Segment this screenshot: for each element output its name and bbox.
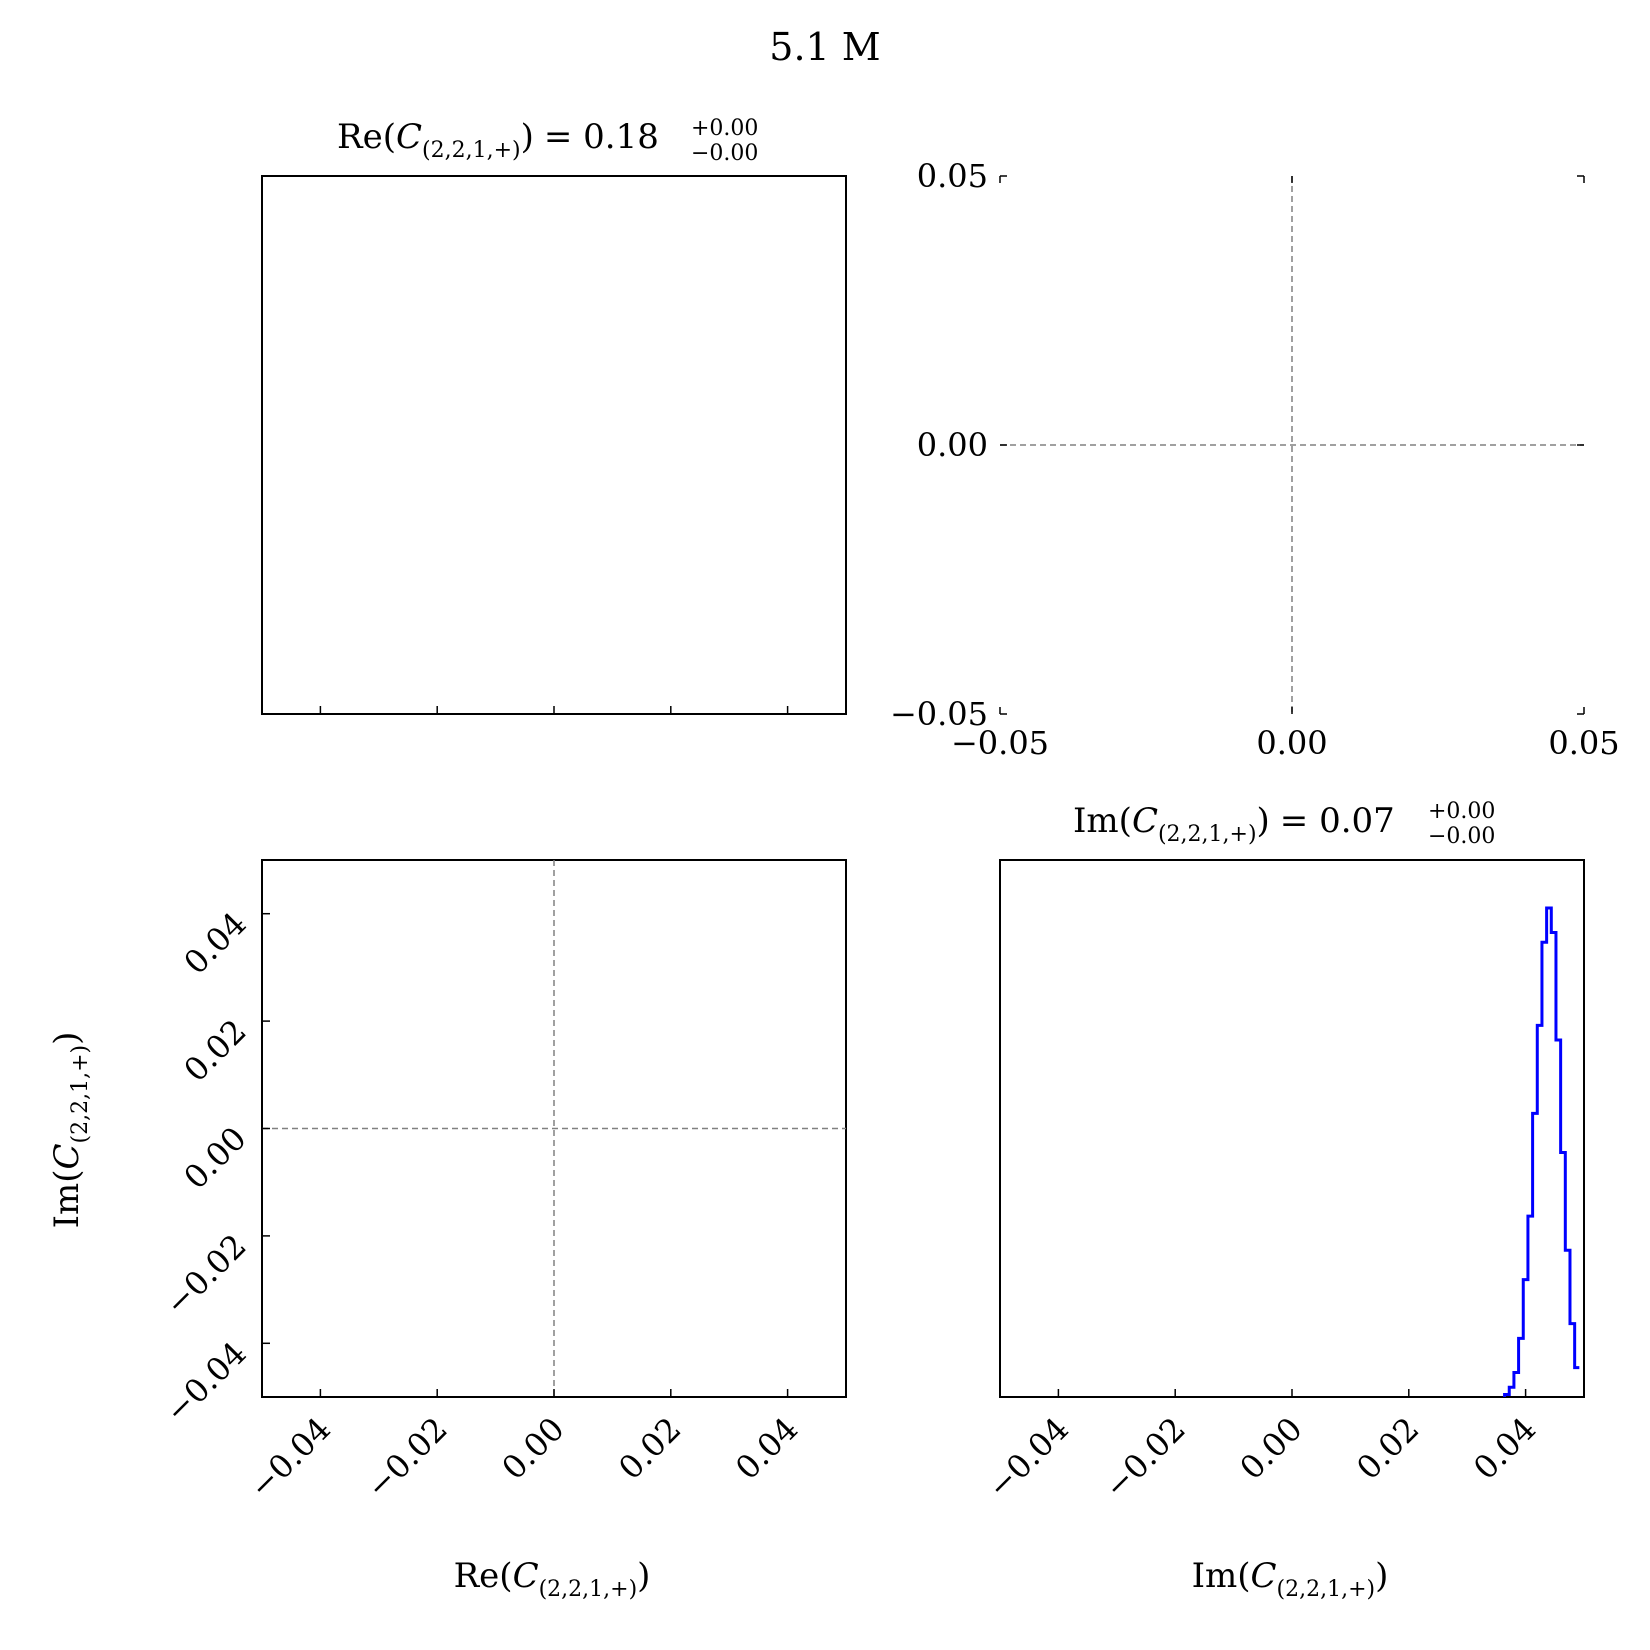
y-tick-label: 0.05: [917, 157, 988, 195]
panel-re-im-scatter: −0.04 −0.02 0.00 0.02 0.04−0.04−0.020.000.02…: [157, 859, 847, 1506]
im-title-sub: −0.00: [1428, 824, 1495, 849]
x-tick-label: 0.02: [611, 1410, 688, 1487]
x-tick-label: 0.00: [494, 1410, 571, 1487]
y-axis-label-im: Im(C(2,2,1,+)): [47, 1032, 93, 1229]
y-tick-label: −0.02: [157, 1227, 253, 1323]
re-title-prefix: Re(: [337, 117, 396, 157]
re-panel-title: Re(C(2,2,1,+)) = 0.18: [337, 117, 659, 163]
x-tick-label: −0.04: [242, 1410, 338, 1506]
y-tick-label: −0.04: [157, 1334, 253, 1430]
axes-frame: [261, 175, 847, 715]
re-title-sup: +0.00: [691, 116, 758, 141]
re-title-subscript: (2,2,1,+): [422, 138, 521, 163]
axes-frame: [999, 859, 1585, 1398]
panel-re-histogram: [261, 175, 847, 715]
y-tick-label: 0.02: [176, 1012, 253, 1089]
x-tick-label: 0.05: [1548, 724, 1619, 762]
y-tick-label: −0.05: [890, 695, 988, 733]
re-title-symbol: C: [396, 117, 422, 157]
im-title-equals: = 0.07: [1280, 801, 1395, 841]
re-title-suffix: ): [521, 117, 534, 157]
im-title-sup: +0.00: [1428, 799, 1495, 824]
im-title-prefix: Im(: [1073, 801, 1132, 841]
im-title-subscript: (2,2,1,+): [1158, 822, 1257, 847]
im-panel-title: Im(C(2,2,1,+)) = 0.07: [1073, 801, 1395, 847]
x-axis-label-im: Im(C(2,2,1,+)): [1192, 1556, 1389, 1602]
x-tick-label: −0.02: [1097, 1410, 1193, 1506]
x-tick-label: −0.05: [951, 724, 1049, 762]
x-tick-label: −0.04: [980, 1410, 1076, 1506]
figure-suptitle: 5.1 M: [769, 25, 880, 69]
x-axis-label-re: Re(C(2,2,1,+)): [454, 1556, 651, 1602]
im-title-symbol: C: [1132, 801, 1158, 841]
panel-im-histogram: −0.04 −0.02 0.00 0.02 0.04: [980, 859, 1585, 1506]
re-title-sub: −0.00: [691, 141, 758, 166]
x-tick-label: −0.02: [359, 1410, 455, 1506]
y-tick-label: 0.00: [176, 1119, 253, 1196]
x-tick-label: 0.00: [1256, 724, 1327, 762]
x-tick-label: 0.02: [1349, 1410, 1426, 1487]
x-tick-label: 0.04: [728, 1410, 805, 1487]
histogram-step-line: [1503, 906, 1580, 1397]
x-tick-label: 0.00: [1232, 1410, 1309, 1487]
panel-empty-scatter: −0.05 0.00 0.05 −0.05 0.00 0.05: [890, 157, 1620, 762]
y-tick-label: 0.04: [176, 904, 253, 981]
re-title-equals: = 0.18: [544, 117, 659, 157]
x-tick-label: 0.04: [1466, 1410, 1543, 1487]
im-title-suffix: ): [1257, 801, 1270, 841]
y-tick-label: 0.00: [917, 426, 988, 464]
